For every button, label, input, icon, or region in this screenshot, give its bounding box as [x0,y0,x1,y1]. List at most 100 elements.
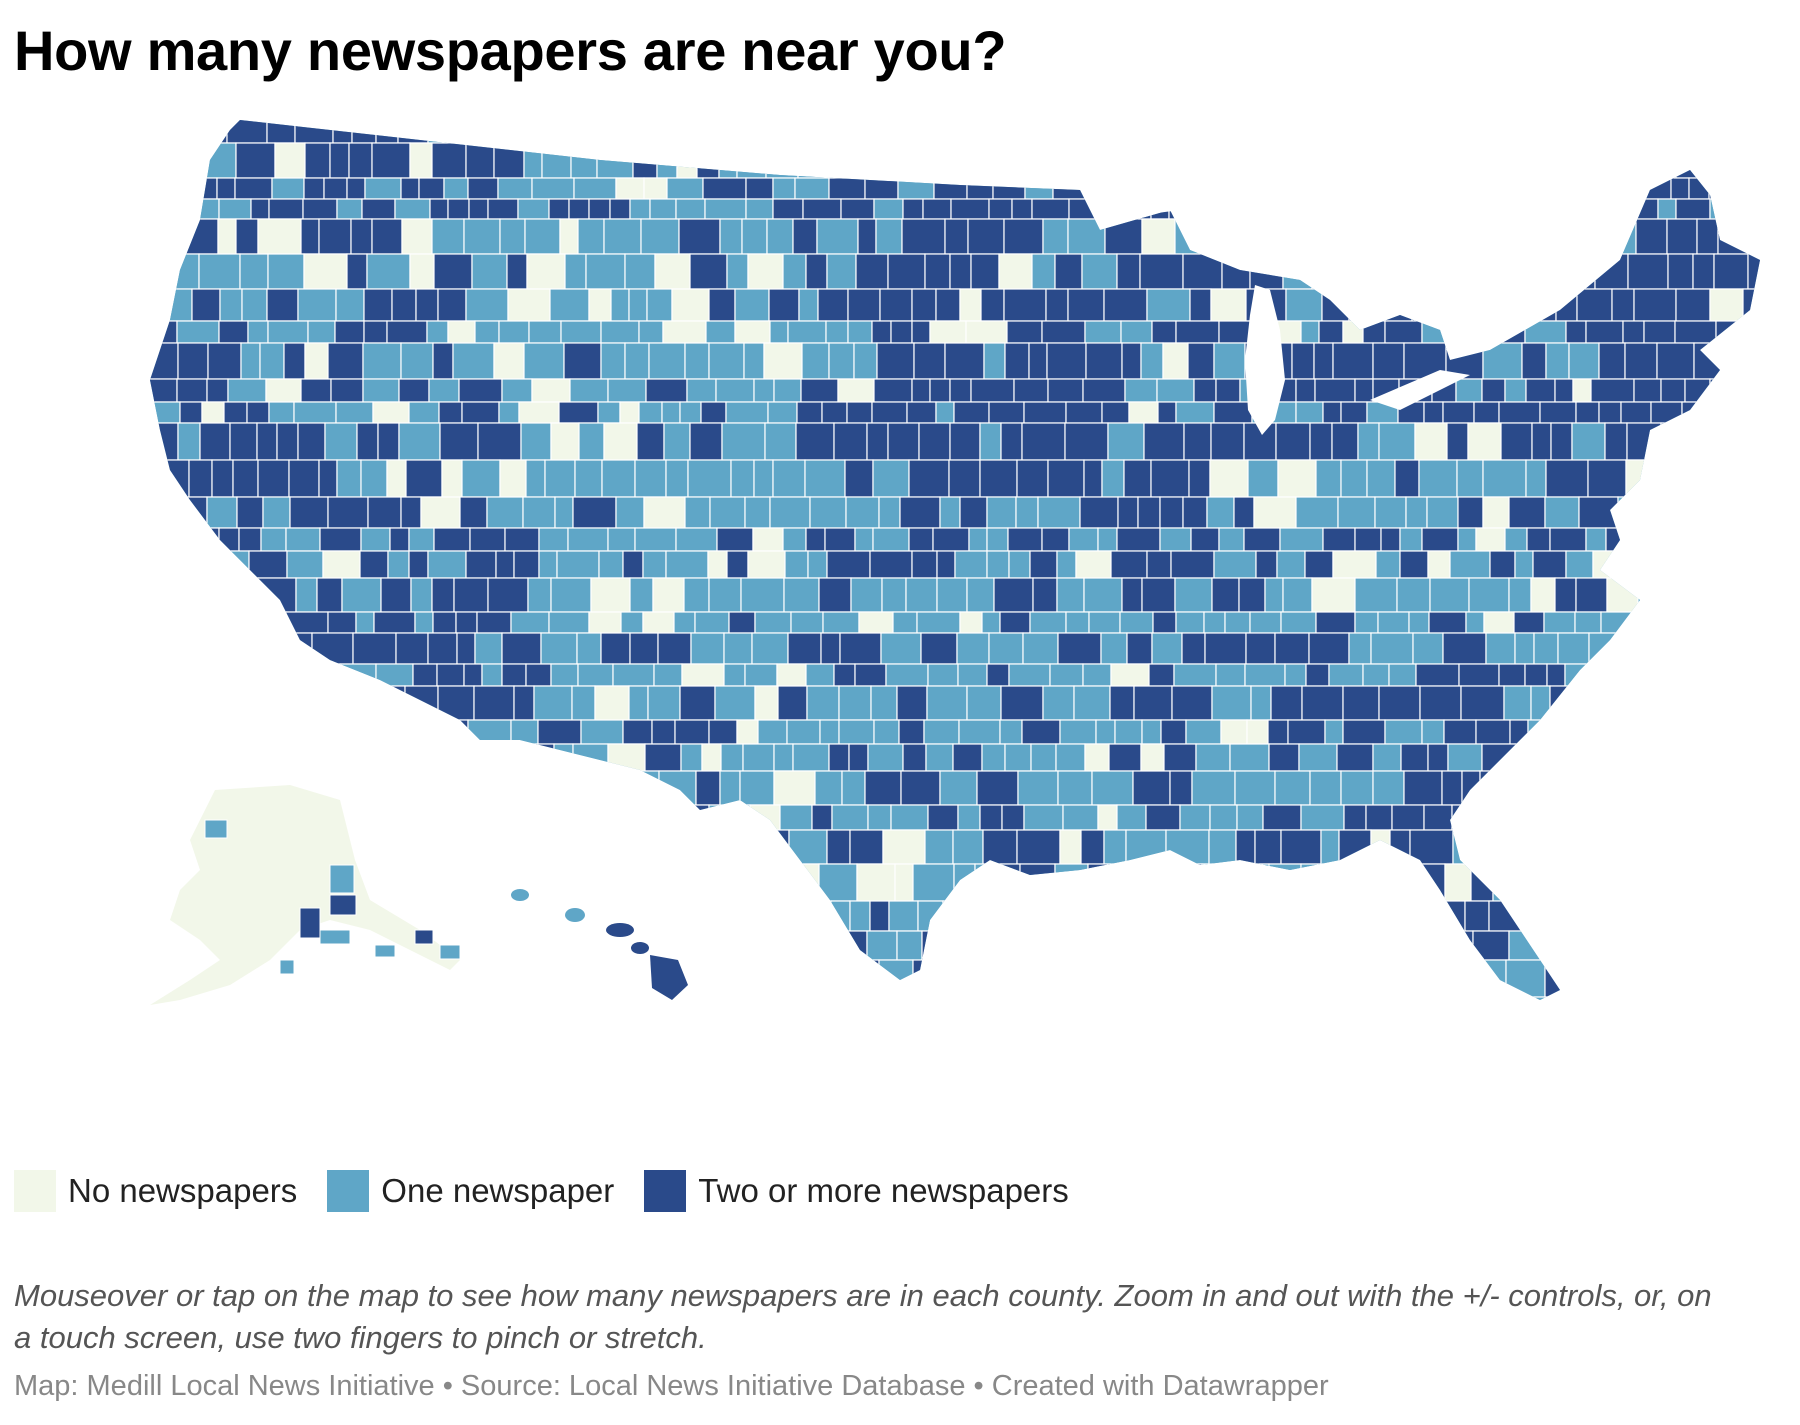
county[interactable] [719,770,741,806]
county[interactable] [826,253,857,290]
county[interactable] [1588,632,1633,665]
county[interactable] [1675,142,1716,179]
county[interactable] [927,663,959,687]
county[interactable] [1673,863,1705,902]
county[interactable] [1103,288,1148,322]
county[interactable] [256,743,283,772]
county[interactable] [465,550,497,579]
county[interactable] [1400,218,1424,255]
county[interactable] [1277,459,1317,498]
county[interactable] [1626,198,1659,220]
county[interactable] [982,829,1018,865]
county[interactable] [1637,577,1658,613]
county[interactable] [1764,830,1800,864]
county[interactable] [351,685,384,721]
us-county-map[interactable] [0,100,1800,1160]
county[interactable] [1717,900,1757,932]
county[interactable] [1047,378,1084,403]
county[interactable] [967,218,1005,255]
county[interactable] [733,996,753,1017]
county[interactable] [179,401,203,424]
county[interactable] [234,177,273,200]
county[interactable] [629,632,659,665]
county[interactable] [1752,218,1791,255]
county[interactable] [782,527,807,552]
county[interactable] [163,719,187,745]
county[interactable] [140,142,164,179]
county[interactable] [1391,900,1429,932]
county[interactable] [1445,930,1474,961]
county[interactable] [870,685,898,721]
county[interactable] [1067,218,1106,255]
county[interactable] [335,288,365,322]
county[interactable] [911,550,938,579]
county[interactable] [1543,611,1576,634]
county[interactable] [861,115,891,144]
county[interactable] [817,996,860,1017]
county[interactable] [726,550,749,579]
county[interactable] [501,378,533,403]
county[interactable] [498,320,530,344]
county[interactable] [406,743,444,772]
county[interactable] [726,253,749,290]
county[interactable] [1007,527,1043,552]
county[interactable] [1175,320,1220,344]
county[interactable] [788,829,828,865]
county[interactable] [1532,550,1567,579]
county[interactable] [1773,460,1792,497]
county[interactable] [1461,770,1481,806]
county[interactable] [590,577,631,613]
county[interactable] [1428,611,1467,634]
county[interactable] [1031,253,1056,290]
county[interactable] [1708,177,1735,200]
county[interactable] [1689,459,1710,498]
county[interactable] [1384,320,1423,344]
county[interactable] [1672,959,1694,998]
county[interactable] [901,218,946,255]
county[interactable] [1234,115,1279,144]
county[interactable] [556,829,581,865]
county[interactable] [1342,719,1386,745]
county[interactable] [1105,959,1148,998]
county[interactable] [929,378,951,403]
county[interactable] [1280,611,1317,634]
county[interactable] [255,632,282,665]
county[interactable] [1126,632,1153,665]
county[interactable] [828,177,866,200]
county[interactable] [1023,804,1064,831]
county[interactable] [742,743,775,772]
county[interactable] [872,527,910,552]
county[interactable] [436,663,465,687]
county[interactable] [528,320,562,344]
county[interactable] [754,685,779,721]
county[interactable] [1041,320,1086,344]
county[interactable] [1421,527,1459,552]
county[interactable] [1300,863,1344,902]
county[interactable] [246,663,290,687]
county[interactable] [175,663,216,687]
county[interactable] [594,685,630,721]
county[interactable] [360,527,391,552]
county[interactable] [684,829,726,865]
county[interactable] [207,342,242,380]
county[interactable] [1364,253,1404,290]
county[interactable] [929,320,967,344]
county[interactable] [1250,685,1272,721]
county[interactable] [534,900,558,932]
county[interactable] [786,719,821,745]
county[interactable] [667,804,710,831]
county[interactable] [923,719,960,745]
county[interactable] [394,198,431,220]
county[interactable] [1462,142,1487,179]
county[interactable] [608,959,645,998]
county[interactable] [431,142,467,179]
county[interactable] [1062,804,1099,831]
county[interactable] [1097,527,1118,552]
county[interactable] [954,550,988,579]
county[interactable] [361,198,396,220]
county[interactable] [840,198,875,220]
county[interactable] [792,743,830,772]
county[interactable] [708,719,738,745]
county[interactable] [1475,527,1506,552]
county[interactable] [649,198,677,220]
